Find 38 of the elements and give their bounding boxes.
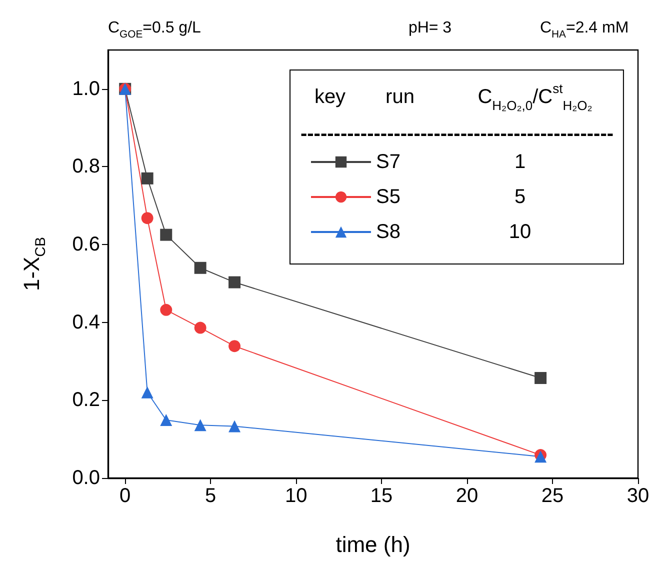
x-tick-label: 25 (541, 485, 564, 507)
x-tick-label: 15 (370, 485, 393, 507)
legend-label: S5 (376, 186, 400, 208)
point (228, 276, 241, 288)
point (141, 386, 154, 398)
annotation: run (386, 86, 414, 108)
x-tick-label: 10 (284, 485, 308, 507)
x-axis-title: time (h) (336, 532, 410, 557)
annotation: key (314, 86, 346, 108)
annotation: 10 (508, 221, 532, 243)
annotation: 5 (514, 186, 526, 208)
x-tick-label: 30 (626, 485, 650, 507)
point (228, 420, 241, 432)
point (228, 340, 241, 352)
point (534, 372, 547, 384)
y-axis-title: 1-XCB (19, 236, 49, 292)
annotation: ----------------------------------------------- (300, 123, 614, 145)
y-tick-label: 1.0 (72, 78, 100, 100)
point (194, 322, 206, 334)
y-tick-label: 0.6 (72, 234, 100, 256)
legend-label: S8 (376, 221, 400, 243)
point (160, 228, 172, 241)
text: pH= 3 (408, 20, 452, 36)
y-tick-label: 0.4 (72, 311, 100, 334)
point (194, 262, 206, 274)
y-tick-label: 0.2 (72, 389, 100, 412)
point (194, 419, 206, 432)
y-tick-label: 0.8 (72, 156, 100, 178)
point (141, 212, 154, 224)
x-tick-label: 20 (456, 485, 478, 507)
point (160, 414, 172, 426)
x-tick-label: 5 (205, 485, 216, 507)
x-tick-label: 0 (120, 485, 131, 507)
y-tick-label: 0.0 (72, 467, 100, 489)
point (160, 304, 172, 316)
point (141, 172, 154, 184)
annotation: 1 (514, 151, 526, 173)
legend-label: S7 (376, 151, 400, 173)
